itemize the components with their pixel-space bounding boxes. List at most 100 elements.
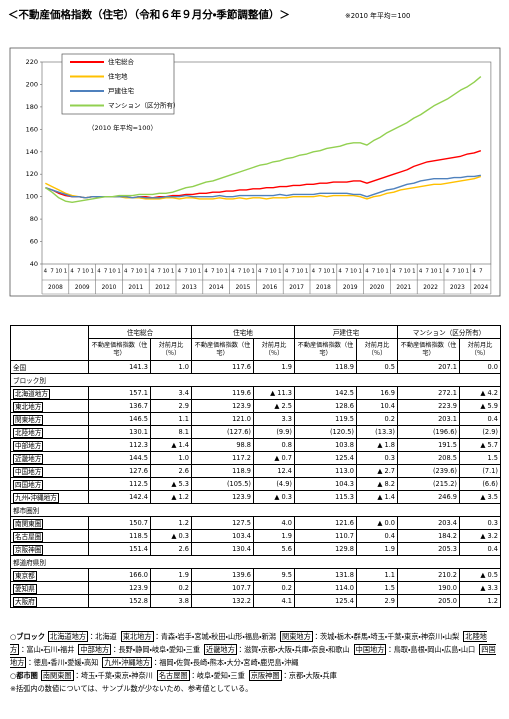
x-tick-label: 7 <box>50 269 53 275</box>
data-row: 名古屋圏 118.5 ▲ 0.3 103.4 1.9 110.7 0.4 184.2 ▲ 3.2 <box>10 529 501 543</box>
x-tick-label: 4 <box>365 269 369 275</box>
cell: ▲ 5.3 <box>150 477 192 491</box>
cell: 184.2 <box>397 529 460 543</box>
legend-label: 住宅地 <box>108 72 128 81</box>
cell: 115.3 <box>294 490 357 504</box>
row-label: 中国地方 <box>13 467 44 477</box>
data-row: 京阪神圏 151.4 2.6 130.4 5.6 129.8 1.9 205.3 0.4 <box>10 542 501 556</box>
cell: 130.1 <box>88 425 151 439</box>
cell: 130.4 <box>191 542 254 556</box>
x-tick-label: 4 <box>204 269 208 275</box>
x-tick-label: 10 <box>431 269 438 275</box>
note-members: ：鳥取・島根・岡山・広島・山口 <box>386 645 476 654</box>
cell: (215.2) <box>397 477 460 491</box>
series-line <box>44 76 482 203</box>
cell: 128.6 <box>294 399 357 413</box>
cell: 223.9 <box>397 399 460 413</box>
x-tick-label: 1 <box>439 269 442 275</box>
note-members: ：岐阜・愛知・三重 <box>189 671 245 680</box>
cell: 103.8 <box>294 438 357 452</box>
year-label: 2023 <box>450 285 465 291</box>
cell: (9.9) <box>253 425 295 439</box>
x-tick-label: 4 <box>231 269 235 275</box>
cell: ▲ 0.0 <box>356 516 398 530</box>
chart: ＜不動産価格指数（住宅）（令和６年９月分・季節調整値）＞ ※2010 年平均＝1… <box>8 8 501 297</box>
x-tick-label: 4 <box>124 269 128 275</box>
year-label: 2009 <box>75 285 90 291</box>
x-tick-label: 1 <box>305 269 308 275</box>
x-tick-label: 4 <box>151 269 155 275</box>
note-label: 南関東圏 <box>40 670 74 681</box>
cell: 16.9 <box>356 386 398 400</box>
cell: 125.4 <box>294 451 357 465</box>
x-tick-label: 10 <box>297 269 304 275</box>
x-tick-label: 1 <box>359 269 362 275</box>
x-tick-label: 10 <box>82 269 89 275</box>
note-members: ：福岡・佐賀・長崎・熊本・大分・宮崎・鹿児島・沖縄 <box>152 658 299 667</box>
x-tick-label: 7 <box>345 269 348 275</box>
note-label: 関東地方 <box>280 631 313 642</box>
note-label: 四国地方 <box>10 644 496 668</box>
footnote: ※括弧内の数値については、サンプル数が少ないため、参考値としている。 <box>10 684 253 693</box>
cell: 9.5 <box>253 568 295 582</box>
data-row: 北陸地方 130.1 8.1 (127.6) (9.9) (120.5) (13.3) (19… <box>10 425 501 439</box>
x-tick-label: 4 <box>44 269 48 275</box>
cell: (2.9) <box>459 425 501 439</box>
cell: 118.9 <box>191 464 254 478</box>
cell: 1.5 <box>459 451 501 465</box>
data-row: 九州・沖縄地方 142.4 ▲ 1.2 123.9 ▲ 0.3 115.3 ▲ 1.4 246… <box>10 490 501 504</box>
row-label-cell: 九州・沖縄地方 <box>10 490 89 504</box>
x-tick-label: 1 <box>251 269 254 275</box>
x-tick-label: 4 <box>258 269 262 275</box>
cell: ▲ 0.7 <box>253 451 295 465</box>
y-tick-label: 80 <box>30 215 38 223</box>
row-label-cell: 東京都 <box>10 568 89 582</box>
year-label: 2014 <box>209 285 224 291</box>
cell: 119.5 <box>294 412 357 426</box>
cell: (7.1) <box>459 464 501 478</box>
note-label: 中部地方 <box>78 644 112 655</box>
sub-header: 不動産価格指数（住宅） <box>397 338 460 361</box>
note-label: 近畿地方 <box>204 644 237 655</box>
cell: 8.1 <box>150 425 192 439</box>
note-label: 京阪神圏 <box>248 670 282 681</box>
x-tick-label: 7 <box>131 269 134 275</box>
x-tick-label: 4 <box>446 269 450 275</box>
cell: 107.7 <box>191 581 254 595</box>
year-label: 2020 <box>370 285 385 291</box>
note-label: 北陸地方 <box>10 631 487 655</box>
cell: ▲ 0.3 <box>253 490 295 504</box>
cell: 1.9 <box>150 568 192 582</box>
x-tick-label: 4 <box>392 269 396 275</box>
x-tick-label: 7 <box>479 269 482 275</box>
sub-header: 対前月比（％） <box>253 338 295 361</box>
note-members: ：京都・大阪・兵庫 <box>281 671 337 680</box>
section-label: 都市圏別 <box>10 503 501 517</box>
y-tick-label: 60 <box>30 238 38 246</box>
year-label: 2021 <box>396 285 411 291</box>
cell: 207.1 <box>397 360 460 374</box>
cell: ▲ 3.3 <box>459 581 501 595</box>
data-row: 中部地方 112.3 ▲ 1.4 98.8 0.8 103.8 ▲ 1.8 191.5 ▲ 5.… <box>10 438 501 452</box>
cell: 2.6 <box>150 542 192 556</box>
data-row: 四国地方 112.5 ▲ 5.3 (105.5) (4.9) 104.3 ▲ 8.2 (215… <box>10 477 501 491</box>
x-tick-label: 7 <box>399 269 402 275</box>
cell: 4.1 <box>253 594 295 608</box>
x-tick-label: 7 <box>318 269 321 275</box>
cell: ▲ 1.8 <box>356 438 398 452</box>
page-title: ＜不動産価格指数（住宅）（令和６年９月分・季節調整値）＞ <box>8 8 290 21</box>
x-tick-label: 1 <box>117 269 120 275</box>
group-header: 住宅地 <box>191 325 295 339</box>
note-members: ：富山・石川・福井 <box>19 645 75 654</box>
cell: 210.2 <box>397 568 460 582</box>
cell: 141.3 <box>88 360 151 374</box>
sub-header: 対前月比（％） <box>356 338 398 361</box>
row-label: 名古屋圏 <box>13 532 44 542</box>
cell: 4.0 <box>253 516 295 530</box>
x-tick-label: 7 <box>372 269 375 275</box>
cell: 103.4 <box>191 529 254 543</box>
x-tick-label: 1 <box>171 269 174 275</box>
cell: 2.9 <box>356 594 398 608</box>
cell: 119.6 <box>191 386 254 400</box>
